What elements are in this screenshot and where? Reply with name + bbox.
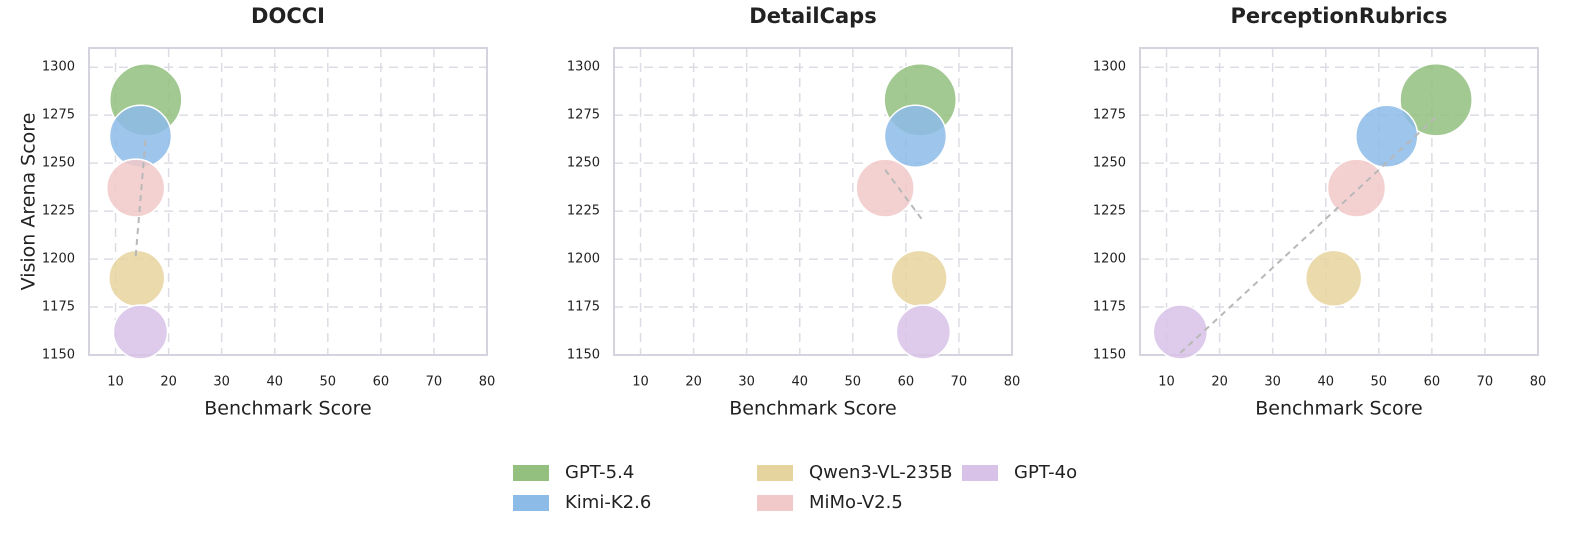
bubble bbox=[108, 249, 166, 307]
chart-title: DetailCaps bbox=[749, 4, 876, 28]
bubble bbox=[890, 249, 948, 307]
bubble bbox=[105, 158, 166, 218]
x-tick-label: 60 bbox=[373, 375, 390, 390]
y-tick-label: 1200 bbox=[567, 252, 600, 267]
legend-swatch bbox=[962, 465, 998, 481]
chart-title: PerceptionRubrics bbox=[1231, 4, 1448, 28]
y-tick-label: 1300 bbox=[1093, 60, 1126, 75]
y-tick-label: 1250 bbox=[42, 156, 75, 171]
bubble bbox=[1355, 104, 1419, 168]
legend-label: MiMo-V2.5 bbox=[809, 492, 903, 513]
x-axis-label: Benchmark Score bbox=[729, 398, 896, 420]
y-tick-label: 1150 bbox=[1093, 348, 1126, 363]
y-tick-label: 1275 bbox=[1093, 108, 1126, 123]
y-tick-label: 1300 bbox=[42, 60, 75, 75]
x-tick-label: 40 bbox=[266, 375, 283, 390]
x-tick-label: 50 bbox=[845, 375, 862, 390]
x-tick-label: 40 bbox=[791, 375, 808, 390]
plot-frame bbox=[1139, 47, 1539, 356]
bubble bbox=[1399, 63, 1473, 137]
x-tick-label: 20 bbox=[160, 375, 177, 390]
y-tick-label: 1250 bbox=[1093, 156, 1126, 171]
y-tick-label: 1225 bbox=[42, 204, 75, 219]
x-tick-label: 40 bbox=[1317, 375, 1334, 390]
y-axis-label: Vision Arena Score bbox=[18, 113, 40, 291]
legend-label: GPT-5.4 bbox=[565, 462, 634, 483]
bubble bbox=[112, 304, 169, 360]
y-tick-label: 1275 bbox=[567, 108, 600, 123]
x-tick-label: 70 bbox=[951, 375, 968, 390]
x-tick-label: 50 bbox=[1371, 375, 1388, 390]
plot-frame bbox=[613, 47, 1013, 356]
bubble bbox=[108, 104, 173, 168]
x-tick-label: 30 bbox=[738, 375, 755, 390]
y-tick-label: 1225 bbox=[1093, 204, 1126, 219]
legend-swatch bbox=[757, 495, 793, 511]
x-tick-label: 10 bbox=[632, 375, 649, 390]
y-tick-label: 1275 bbox=[42, 108, 75, 123]
x-tick-label: 70 bbox=[1477, 375, 1494, 390]
bubble bbox=[855, 158, 915, 218]
y-tick-label: 1250 bbox=[567, 156, 600, 171]
legend-swatch bbox=[513, 495, 549, 511]
bubble bbox=[1305, 249, 1363, 307]
legend-swatch bbox=[757, 465, 793, 481]
x-tick-label: 80 bbox=[479, 375, 496, 390]
y-tick-label: 1200 bbox=[42, 252, 75, 267]
x-tick-label: 10 bbox=[107, 375, 124, 390]
y-tick-label: 1200 bbox=[1093, 252, 1126, 267]
bubble bbox=[895, 304, 952, 360]
trend-line bbox=[134, 136, 147, 257]
y-tick-label: 1175 bbox=[1093, 300, 1126, 315]
y-tick-label: 1300 bbox=[567, 60, 600, 75]
x-axis-label: Benchmark Score bbox=[1255, 398, 1422, 420]
x-tick-label: 50 bbox=[320, 375, 337, 390]
x-tick-label: 80 bbox=[1530, 375, 1547, 390]
y-tick-label: 1175 bbox=[42, 300, 75, 315]
legend-label: Kimi-K2.6 bbox=[565, 492, 651, 513]
x-tick-label: 30 bbox=[1264, 375, 1281, 390]
legend-label: GPT-4o bbox=[1014, 462, 1077, 483]
legend-label: Qwen3-VL-235B bbox=[809, 462, 953, 483]
x-tick-label: 60 bbox=[1424, 375, 1441, 390]
x-tick-label: 10 bbox=[1158, 375, 1175, 390]
y-tick-label: 1150 bbox=[567, 348, 600, 363]
x-tick-label: 20 bbox=[685, 375, 702, 390]
y-tick-label: 1225 bbox=[567, 204, 600, 219]
chart-title: DOCCI bbox=[251, 4, 325, 28]
x-axis-label: Benchmark Score bbox=[204, 398, 371, 420]
bubble bbox=[883, 104, 948, 168]
plot-frame bbox=[88, 47, 488, 356]
x-tick-label: 20 bbox=[1211, 375, 1228, 390]
y-tick-label: 1175 bbox=[567, 300, 600, 315]
y-tick-label: 1150 bbox=[42, 348, 75, 363]
x-tick-label: 60 bbox=[898, 375, 915, 390]
x-tick-label: 80 bbox=[1004, 375, 1021, 390]
trend-line bbox=[1179, 116, 1437, 354]
x-tick-label: 30 bbox=[213, 375, 230, 390]
x-tick-label: 70 bbox=[426, 375, 443, 390]
legend-swatch bbox=[513, 465, 549, 481]
bubble bbox=[1152, 304, 1209, 360]
